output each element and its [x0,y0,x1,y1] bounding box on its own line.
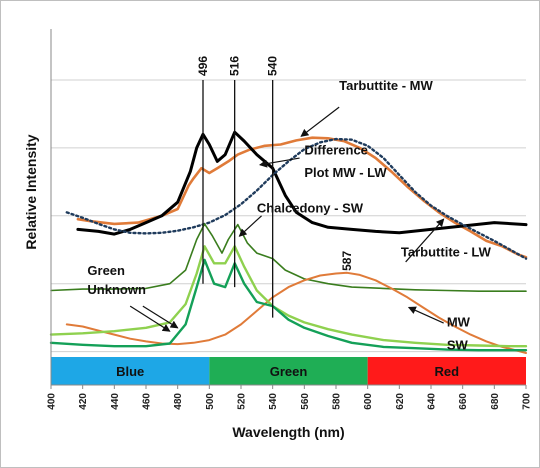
x-tick-label-660: 660 [458,393,469,410]
annotation-label-8: SW [447,338,469,353]
series-line-difference-plot-mw-lw [76,130,528,236]
band-label-blue: Blue [116,364,144,379]
annotation-label-2: Plot MW - LW [304,165,387,180]
peak-label-516: 516 [228,56,242,76]
annotation-label-4: Tarbuttite - LW [401,245,492,260]
peak-label-540: 540 [266,56,280,76]
series-line-tarbuttite-lw [65,137,528,260]
gridlines [51,79,526,353]
x-tick-label-400: 400 [47,393,58,410]
x-tick-label-420: 420 [78,393,89,410]
annotation-label-5: Green [87,263,125,278]
series-line-mw [49,245,528,348]
annotation-label-6: Unknown [87,282,146,297]
annotation-arrow-7 [407,306,444,324]
annotation-arrow-3 [238,215,262,237]
x-tick-label-560: 560 [300,393,311,410]
x-tick-label-600: 600 [363,393,374,410]
x-tick-label-500: 500 [205,393,216,410]
annotation-label-1: Difference [304,143,368,158]
x-axis-title: Wavelength (nm) [232,424,344,440]
x-tick-label-540: 540 [268,393,279,410]
annotation-arrow-0 [300,106,340,137]
series-annotations: Tarbuttite - MW Difference Plot MW - LW Cha… [87,78,491,352]
series-line-sw [49,258,528,352]
series-lines [49,130,528,354]
series-line-tarbuttite-mw [76,136,528,259]
series-line-green-unknown [65,271,527,354]
band-green [209,357,368,385]
peak-markers: 496 516 540 587 [196,56,354,318]
annotation-label-0: Tarbuttite - MW [339,78,433,93]
annotation-arrow-5 [129,305,171,332]
band-label-green: Green [270,364,308,379]
band-blue [51,357,210,385]
annotation-label-7: MW [447,314,471,329]
band-label-red: Red [435,364,460,379]
annotation-arrow-4 [405,218,445,263]
y-axis-title: Relative Intensity [23,134,39,249]
annotation-arrow-1 [259,157,300,168]
x-tick-label-580: 580 [332,393,343,410]
axes: 400 420 440 460 480 500 520 540 560 580 600 620 640 6… [47,29,533,410]
x-tick-label-520: 520 [237,393,248,410]
annotation-arrow-6 [142,305,179,329]
x-tick-label-680: 680 [490,393,501,410]
peak-label-587: 587 [340,251,354,271]
peak-label-496: 496 [196,56,210,76]
annotation-label-3: Chalcedony - SW [257,200,364,215]
color-bands: Blue Green Red [51,357,526,385]
x-tick-label-620: 620 [395,393,406,410]
x-tick-label-460: 460 [142,393,153,410]
x-tick-label-700: 700 [522,393,533,410]
x-tick-label-640: 640 [427,393,438,410]
series-line-chalcedony-sw [50,223,527,292]
x-tick-label-440: 440 [110,393,121,410]
x-tick-label-480: 480 [173,393,184,410]
band-red [367,357,526,385]
